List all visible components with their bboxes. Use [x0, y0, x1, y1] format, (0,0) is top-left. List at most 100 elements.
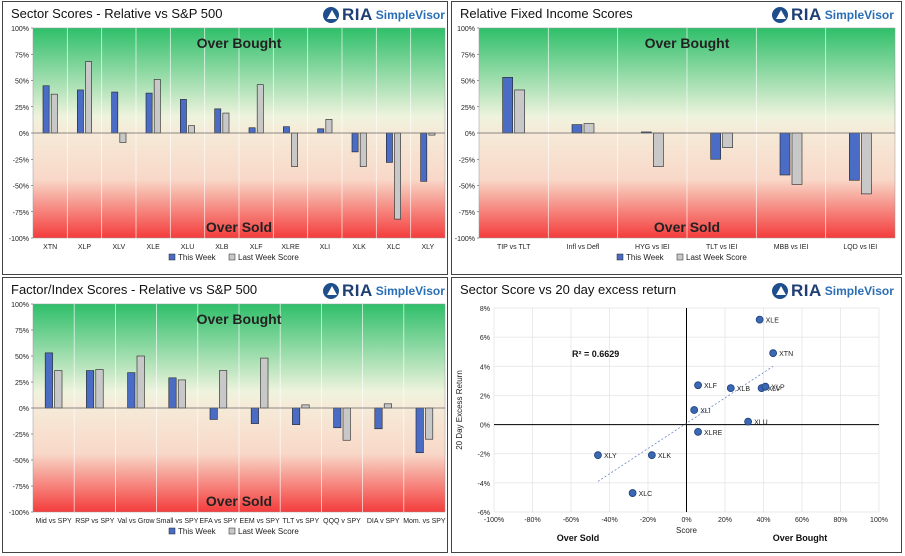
- y-tick-label: 100%: [457, 26, 475, 33]
- x-tick-label: 80%: [833, 517, 847, 524]
- x-tick-label: XLY: [421, 244, 434, 251]
- bar-last-week: [514, 89, 525, 134]
- bar-last-week: [722, 132, 733, 148]
- x-tick-label: XLE: [147, 244, 161, 251]
- bar-this-week: [420, 132, 428, 182]
- bar-last-week: [188, 125, 195, 134]
- y-tick-label: 0%: [19, 406, 29, 413]
- over-sold-label: Over Sold: [654, 219, 720, 235]
- y-tick-label: -50%: [13, 458, 29, 465]
- bar-last-week: [791, 132, 803, 185]
- point-label: XLK: [658, 453, 672, 460]
- x-tick-label: HYG vs IEI: [635, 244, 670, 251]
- bar-this-week: [168, 377, 177, 409]
- point-label: XLY: [604, 453, 617, 460]
- scatter-panel: Sector Score vs 20 day excess return RIA…: [451, 277, 902, 553]
- panel-title: Factor/Index Scores - Relative vs S&P 50…: [11, 282, 258, 297]
- x-tick-label: Mid vs SPY: [36, 518, 73, 525]
- y-tick-label: -2%: [478, 452, 490, 459]
- bar-last-week: [256, 84, 264, 134]
- y-tick-label: -6%: [478, 510, 490, 517]
- logo-brand: RIA: [791, 281, 822, 300]
- bar-last-week: [85, 61, 92, 134]
- scatter-point: [694, 427, 702, 436]
- y-tick-label: 4%: [480, 364, 490, 371]
- ria-logo: RIA SimpleVisor: [772, 281, 894, 301]
- y-tick-label: -25%: [13, 157, 29, 164]
- bar-last-week: [394, 132, 401, 220]
- bar-this-week: [374, 407, 383, 430]
- bar-last-week: [383, 403, 392, 409]
- scatter-point: [694, 381, 702, 390]
- x-tick-label: XLK: [353, 244, 367, 251]
- bar-this-week: [386, 132, 393, 163]
- panel-title: Sector Scores - Relative vs S&P 500: [11, 6, 223, 21]
- x-tick-label: Mom. vs SPY: [403, 518, 446, 525]
- eagle-icon: [772, 283, 788, 299]
- ria-logo: RIA SimpleVisor: [323, 5, 445, 25]
- y-tick-label: -75%: [13, 210, 29, 217]
- logo-brand: RIA: [342, 5, 373, 24]
- bar-this-week: [86, 370, 95, 409]
- x-tick-label: XTN: [43, 244, 57, 251]
- x-tick-label: Infl vs Defl: [567, 244, 600, 251]
- y-tick-label: 0%: [480, 423, 490, 430]
- bar-this-week: [710, 132, 721, 160]
- bar-this-week: [333, 407, 342, 429]
- bar-last-week: [119, 132, 127, 143]
- bar-this-week: [209, 407, 218, 420]
- y-tick-label: -25%: [13, 432, 29, 439]
- y-tick-label: 25%: [461, 105, 475, 112]
- x-tick-label: -40%: [601, 517, 617, 524]
- bar-last-week: [291, 132, 298, 167]
- bar-last-week: [342, 407, 351, 441]
- bar-last-week: [861, 132, 872, 195]
- scatter-point: [726, 384, 735, 393]
- bar-last-week: [325, 119, 333, 134]
- bar-this-week: [415, 407, 424, 454]
- y-axis-title: 20 Day Excess Return: [455, 370, 464, 450]
- x-tick-label: 100%: [870, 517, 888, 524]
- legend-swatch-last-week: [676, 253, 684, 261]
- bar-last-week: [260, 357, 269, 409]
- bar-last-week: [153, 79, 161, 134]
- bar-this-week: [250, 407, 259, 424]
- y-tick-label: 100%: [11, 26, 29, 33]
- bar-this-week: [502, 77, 513, 134]
- bar-this-week: [145, 92, 153, 134]
- x-tick-label: TLT vs IEI: [706, 244, 737, 251]
- y-tick-label: 50%: [15, 354, 29, 361]
- sector-scores-chart: 100% 75% 50% 25% 0% -25% -50% -75% -100% XTN XLP XL…: [9, 26, 446, 262]
- y-tick-label: -100%: [9, 510, 29, 517]
- x-tick-label: XLF: [250, 244, 263, 251]
- bar-this-week: [44, 352, 53, 409]
- point-label: XLU: [754, 420, 768, 427]
- y-tick-label: -100%: [455, 236, 475, 243]
- legend-swatch-this-week: [616, 253, 624, 261]
- x-tick-label: XLI: [320, 244, 331, 251]
- scatter-point: [769, 349, 778, 358]
- y-tick-label: 75%: [461, 52, 475, 59]
- bar-this-week: [42, 85, 50, 134]
- sector-scores-panel: Sector Scores - Relative vs S&P 500 RIA …: [2, 1, 448, 275]
- x-tick-label: -20%: [640, 517, 656, 524]
- logo-product: SimpleVisor: [824, 284, 894, 298]
- bar-this-week: [317, 128, 325, 134]
- y-tick-label: -100%: [9, 236, 29, 243]
- bar-this-week: [283, 126, 290, 134]
- eagle-icon: [323, 7, 339, 23]
- x-tick-label: QQQ v SPY: [323, 518, 361, 525]
- x-tick-label: XLB: [215, 244, 229, 251]
- x-tick-label: -60%: [563, 517, 579, 524]
- y-tick-label: 0%: [19, 131, 29, 138]
- bar-last-week: [95, 369, 104, 409]
- y-tick-label: -75%: [13, 484, 29, 491]
- bar-last-week: [219, 370, 228, 409]
- ria-logo: RIA SimpleVisor: [772, 5, 894, 25]
- x-tick-label: MBB vs IEI: [774, 244, 809, 251]
- bar-this-week: [571, 124, 583, 134]
- x-tick-label: Val vs Grow: [117, 518, 155, 525]
- x-tick-label: 40%: [756, 517, 770, 524]
- panel-title: Relative Fixed Income Scores: [460, 6, 633, 21]
- point-label: XTN: [779, 351, 793, 358]
